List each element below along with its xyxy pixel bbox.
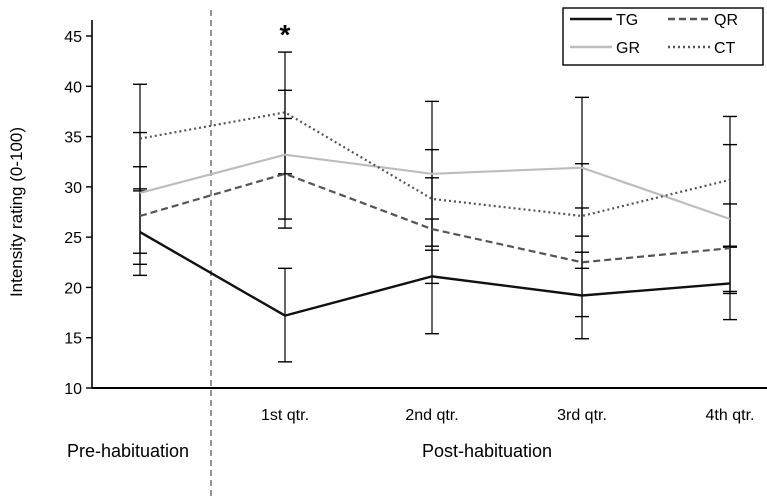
axes: 10 15 20 25 30 35 40 45 Intensity rating (0-100) bbox=[7, 10, 767, 496]
series-line-gr bbox=[139, 153, 731, 221]
y-tick-label: 20 bbox=[64, 280, 82, 297]
series-line-ct bbox=[139, 111, 731, 218]
phase-label-post: Post-habituation bbox=[422, 441, 552, 461]
legend-label-qr: QR bbox=[714, 12, 738, 29]
x-tick-label: 1st qtr. bbox=[261, 407, 309, 424]
x-tick-label: 2nd qtr. bbox=[405, 407, 458, 424]
series-lines bbox=[139, 111, 731, 317]
y-tick-label: 45 bbox=[64, 29, 82, 46]
legend: TG QR GR CT bbox=[562, 7, 764, 66]
legend-label-gr: GR bbox=[616, 40, 640, 57]
y-tick-label: 35 bbox=[64, 130, 82, 147]
error-bars bbox=[133, 51, 737, 363]
y-axis-label: Intensity rating (0-100) bbox=[7, 127, 26, 297]
significance-asterisk: * bbox=[280, 19, 291, 50]
x-tick-label: 4th qtr. bbox=[706, 407, 755, 424]
y-tick-label: 30 bbox=[64, 180, 82, 197]
legend-label-tg: TG bbox=[616, 12, 638, 29]
y-tick-label: 40 bbox=[64, 79, 82, 96]
legend-box bbox=[562, 7, 764, 66]
series-line-tg bbox=[139, 231, 731, 317]
legend-label-ct: CT bbox=[714, 40, 736, 57]
x-tick-label: 3rd qtr. bbox=[557, 407, 607, 424]
y-tick-label: 15 bbox=[64, 331, 82, 348]
series-line-qr bbox=[139, 172, 731, 264]
y-tick-label: 25 bbox=[64, 230, 82, 247]
y-tick-label: 10 bbox=[64, 381, 82, 398]
phase-label-pre: Pre-habituation bbox=[67, 441, 189, 461]
labels: 1st qtr. 2nd qtr. 3rd qtr. 4th qtr. Pre-habi… bbox=[67, 19, 755, 461]
